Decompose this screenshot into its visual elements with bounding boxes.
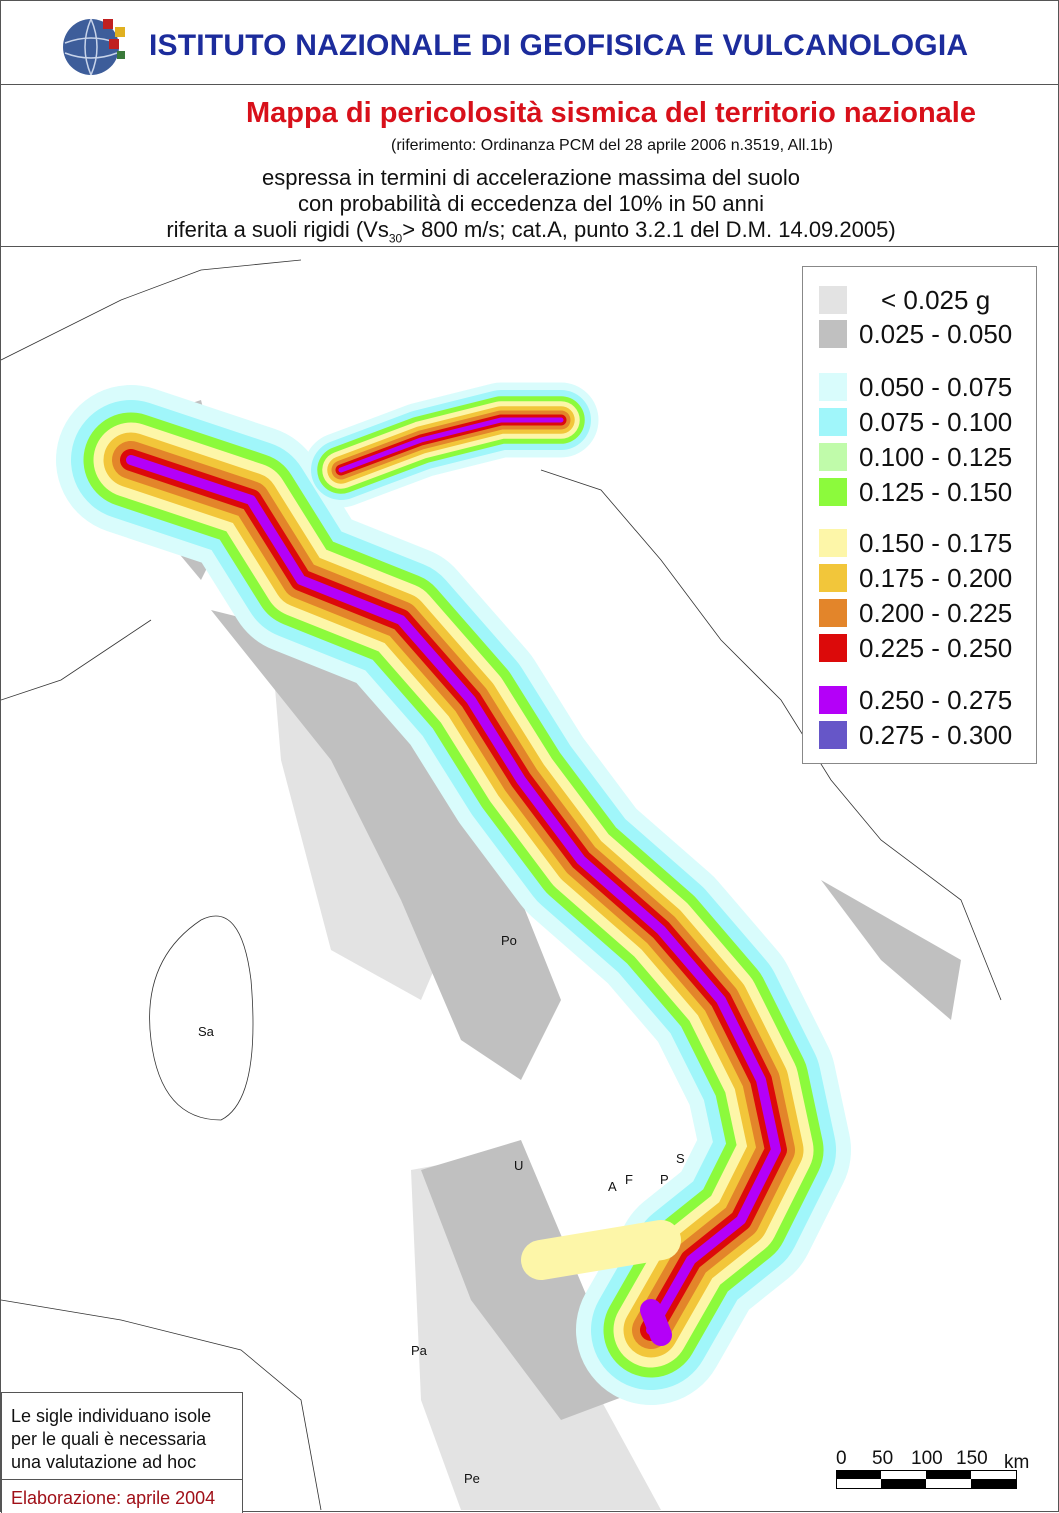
legend-label: 0.050 - 0.075 bbox=[859, 371, 1013, 402]
scale-unit: km bbox=[1004, 1452, 1030, 1473]
legend-label: 0.100 - 0.125 bbox=[859, 441, 1013, 472]
note-box: Le sigle individuano isole per le quali è… bbox=[1, 1392, 243, 1513]
legend-item: 0.150 - 0.175 bbox=[819, 528, 1012, 558]
island-labels: Po Sa U S A F P Pa Pe bbox=[198, 933, 685, 1486]
reference-text: (riferimento: Ordinanza PCM del 28 april… bbox=[390, 137, 833, 154]
scale-tick: 100 bbox=[911, 1448, 943, 1469]
legend-swatch bbox=[819, 686, 847, 714]
island-label: Sa bbox=[198, 1024, 215, 1039]
scale-tick: 0 bbox=[836, 1448, 847, 1469]
map-title: Mappa di pericolosità sismica del territ… bbox=[245, 97, 976, 129]
legend-label: 0.175 - 0.200 bbox=[859, 562, 1013, 593]
subtitle-line-3: riferita a suoli rigidi (Vs30> 800 m/s; … bbox=[1, 217, 1059, 245]
elaboration-date: Elaborazione: aprile 2004 bbox=[2, 1479, 242, 1513]
legend-swatch bbox=[819, 286, 847, 314]
scale-bar-graphic bbox=[836, 1470, 1017, 1489]
legend-item: 0.225 - 0.250 bbox=[819, 633, 1012, 663]
legend-item: 0.025 - 0.050 bbox=[819, 319, 1012, 349]
island-label: Pe bbox=[464, 1471, 480, 1486]
island-label: S bbox=[676, 1151, 685, 1166]
scale-tick: 150 bbox=[956, 1448, 988, 1469]
legend: < 0.025 g 0.025 - 0.050 0.050 - 0.075 0.075… bbox=[802, 266, 1037, 764]
neighbour-borders bbox=[0, 259, 1002, 1511]
subtitle-line-2: con probabilità di eccedenza del 10% in … bbox=[298, 191, 764, 216]
ingv-logo-icon bbox=[63, 18, 125, 76]
island-label: Pa bbox=[411, 1343, 428, 1358]
legend-swatch bbox=[819, 408, 847, 436]
legend-label: 0.125 - 0.150 bbox=[859, 476, 1013, 507]
legend-swatch bbox=[819, 529, 847, 557]
subtitle-subscript: 30 bbox=[388, 231, 403, 246]
legend-item: 0.100 - 0.125 bbox=[819, 442, 1012, 472]
subtitle-line-3b: > 800 m/s; cat.A, punto 3.2.1 del D.M. 1… bbox=[402, 217, 896, 242]
legend-label: 0.150 - 0.175 bbox=[859, 527, 1013, 558]
legend-item: < 0.025 g bbox=[819, 285, 990, 315]
title-box: Mappa di pericolosità sismica del territ… bbox=[0, 84, 1059, 247]
legend-label: 0.250 - 0.275 bbox=[859, 684, 1013, 715]
legend-label: < 0.025 g bbox=[881, 284, 991, 315]
map-frame: Po Sa U S A F P Pa Pe bbox=[0, 246, 1059, 1512]
legend-swatch bbox=[819, 721, 847, 749]
hazard-band bbox=[126, 455, 781, 1335]
hazard-map: Po Sa U S A F P Pa Pe bbox=[0, 259, 1002, 1511]
legend-item: 0.275 - 0.300 bbox=[819, 720, 1012, 750]
island-label: U bbox=[514, 1158, 523, 1173]
legend-swatch bbox=[819, 564, 847, 592]
legend-label: 0.225 - 0.250 bbox=[859, 632, 1013, 663]
note-text: Le sigle individuano isole per le quali è… bbox=[11, 1406, 212, 1472]
island-label: F bbox=[625, 1172, 633, 1187]
legend-swatch bbox=[819, 634, 847, 662]
legend-item: 0.175 - 0.200 bbox=[819, 563, 1012, 593]
island-label: A bbox=[608, 1179, 617, 1194]
hazard-band bbox=[338, 417, 564, 473]
island-label: Po bbox=[501, 933, 517, 948]
subtitle-line-1: espressa in termini di accelerazione mas… bbox=[261, 165, 801, 190]
legend-label: 0.200 - 0.225 bbox=[859, 597, 1013, 628]
legend-swatch bbox=[819, 478, 847, 506]
legend-swatch bbox=[819, 373, 847, 401]
scale-tick: 50 bbox=[872, 1448, 894, 1469]
legend-label: 0.275 - 0.300 bbox=[859, 719, 1013, 750]
hazard-bands bbox=[56, 382, 851, 1405]
legend-swatch bbox=[819, 320, 847, 348]
legend-item: 0.050 - 0.075 bbox=[819, 372, 1012, 402]
hazard-band bbox=[640, 1299, 672, 1346]
hazard-band bbox=[521, 1220, 681, 1280]
legend-item: 0.075 - 0.100 bbox=[819, 407, 1012, 437]
legend-swatch bbox=[819, 599, 847, 627]
institute-name: ISTITUTO NAZIONALE DI GEOFISICA E VULCAN… bbox=[149, 29, 969, 62]
island-label: P bbox=[660, 1172, 669, 1187]
legend-swatch bbox=[819, 443, 847, 471]
legend-label: 0.025 - 0.050 bbox=[859, 318, 1013, 349]
legend-item: 0.200 - 0.225 bbox=[819, 598, 1012, 628]
legend-label: 0.075 - 0.100 bbox=[859, 406, 1013, 437]
header: ISTITUTO NAZIONALE DI GEOFISICA E VULCAN… bbox=[0, 0, 1059, 85]
legend-item: 0.250 - 0.275 bbox=[819, 685, 1012, 715]
legend-item: 0.125 - 0.150 bbox=[819, 477, 1012, 507]
subtitle-line-3a: riferita a suoli rigidi (Vs bbox=[166, 217, 389, 242]
